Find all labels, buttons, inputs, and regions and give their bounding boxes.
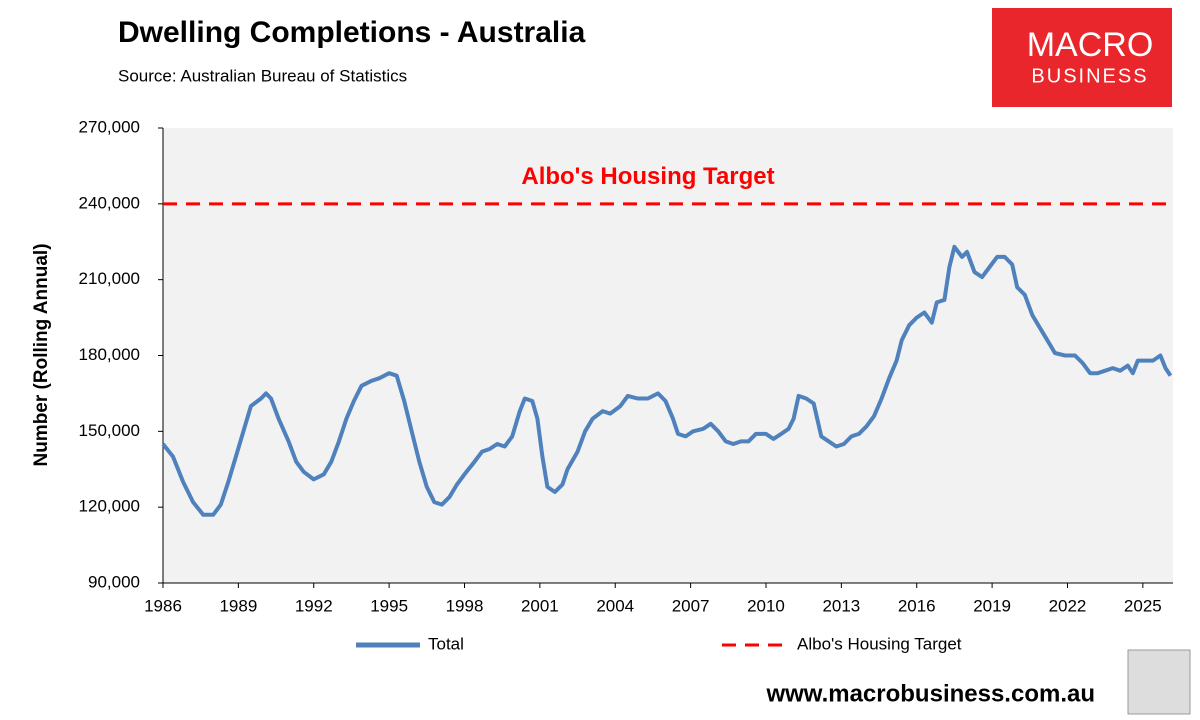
y-axis-label: Number (Rolling Annual)	[31, 243, 52, 466]
y-tick-label: 240,000	[79, 193, 140, 212]
x-tick-label: 2025	[1124, 596, 1162, 615]
x-tick-label: 2022	[1049, 596, 1087, 615]
logo-text: MACRO	[1027, 26, 1154, 64]
x-tick-label: 1986	[144, 596, 182, 615]
website: www.macrobusiness.com.au	[765, 680, 1095, 707]
chart-title: Dwelling Completions - Australia	[118, 16, 586, 49]
x-tick-label: 2019	[973, 596, 1011, 615]
logo-text: BUSINESS	[1031, 65, 1148, 87]
chart-subtitle: Source: Australian Bureau of Statistics	[118, 66, 407, 85]
x-tick-label: 2001	[521, 596, 559, 615]
line	[161, 244, 1173, 517]
x-tick-label: 1998	[446, 596, 484, 615]
logo	[992, 8, 1172, 107]
x-tick-label: 1989	[219, 596, 257, 615]
legend-label: Total	[428, 634, 464, 653]
x-tick-label: 2016	[898, 596, 936, 615]
y-tick-label: 150,000	[79, 421, 140, 440]
wolf-icon	[1127, 649, 1191, 715]
x-tick-label: 1995	[370, 596, 408, 615]
x-tick-label: 1992	[295, 596, 333, 615]
x-tick-label: 2004	[596, 596, 634, 615]
x-tick-label: 2013	[822, 596, 860, 615]
plot-area	[163, 128, 1173, 583]
x-tick-label: 2010	[747, 596, 785, 615]
y-tick-label: 90,000	[88, 572, 140, 591]
y-tick-label: 270,000	[79, 117, 140, 136]
y-tick-label: 210,000	[79, 269, 140, 288]
y-tick-label: 120,000	[79, 497, 140, 516]
y-tick-label: 180,000	[79, 345, 140, 364]
annotation: Albo's Housing Target	[521, 163, 774, 190]
x-tick-label: 2007	[672, 596, 710, 615]
legend-label: Albo's Housing Target	[797, 634, 962, 653]
